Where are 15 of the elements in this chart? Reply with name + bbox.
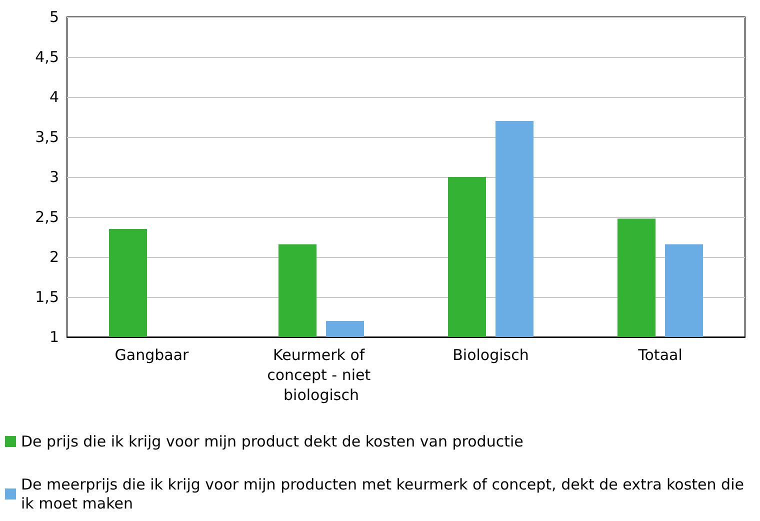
y-tick-label: 4	[49, 88, 59, 106]
y-tick-label: 4,5	[35, 48, 59, 66]
x-tick-label: Biologisch	[452, 346, 529, 364]
legend-label: De prijs die ik krijg voor mijn product dekt de kosten van productie	[21, 432, 524, 450]
x-tick-label: Keurmerk of concept - niet biologisch	[267, 346, 376, 404]
y-tick-label: 3	[49, 168, 59, 186]
x-tick-label: Totaal	[637, 346, 682, 364]
y-tick-label: 1,5	[35, 288, 59, 306]
y-tick-label: 1	[49, 328, 59, 346]
y-tick-label: 5	[49, 8, 59, 26]
y-tick-label: 3,5	[35, 128, 59, 146]
y-tick-label: 2	[49, 248, 59, 266]
x-tick-label: Gangbaar	[114, 346, 190, 364]
legend-label: De meerprijs die ik krijg voor mijn producten met keurmerk of concept, dekt de extra kosten die ik moet maken	[21, 476, 749, 512]
y-tick-label: 2,5	[35, 208, 59, 226]
